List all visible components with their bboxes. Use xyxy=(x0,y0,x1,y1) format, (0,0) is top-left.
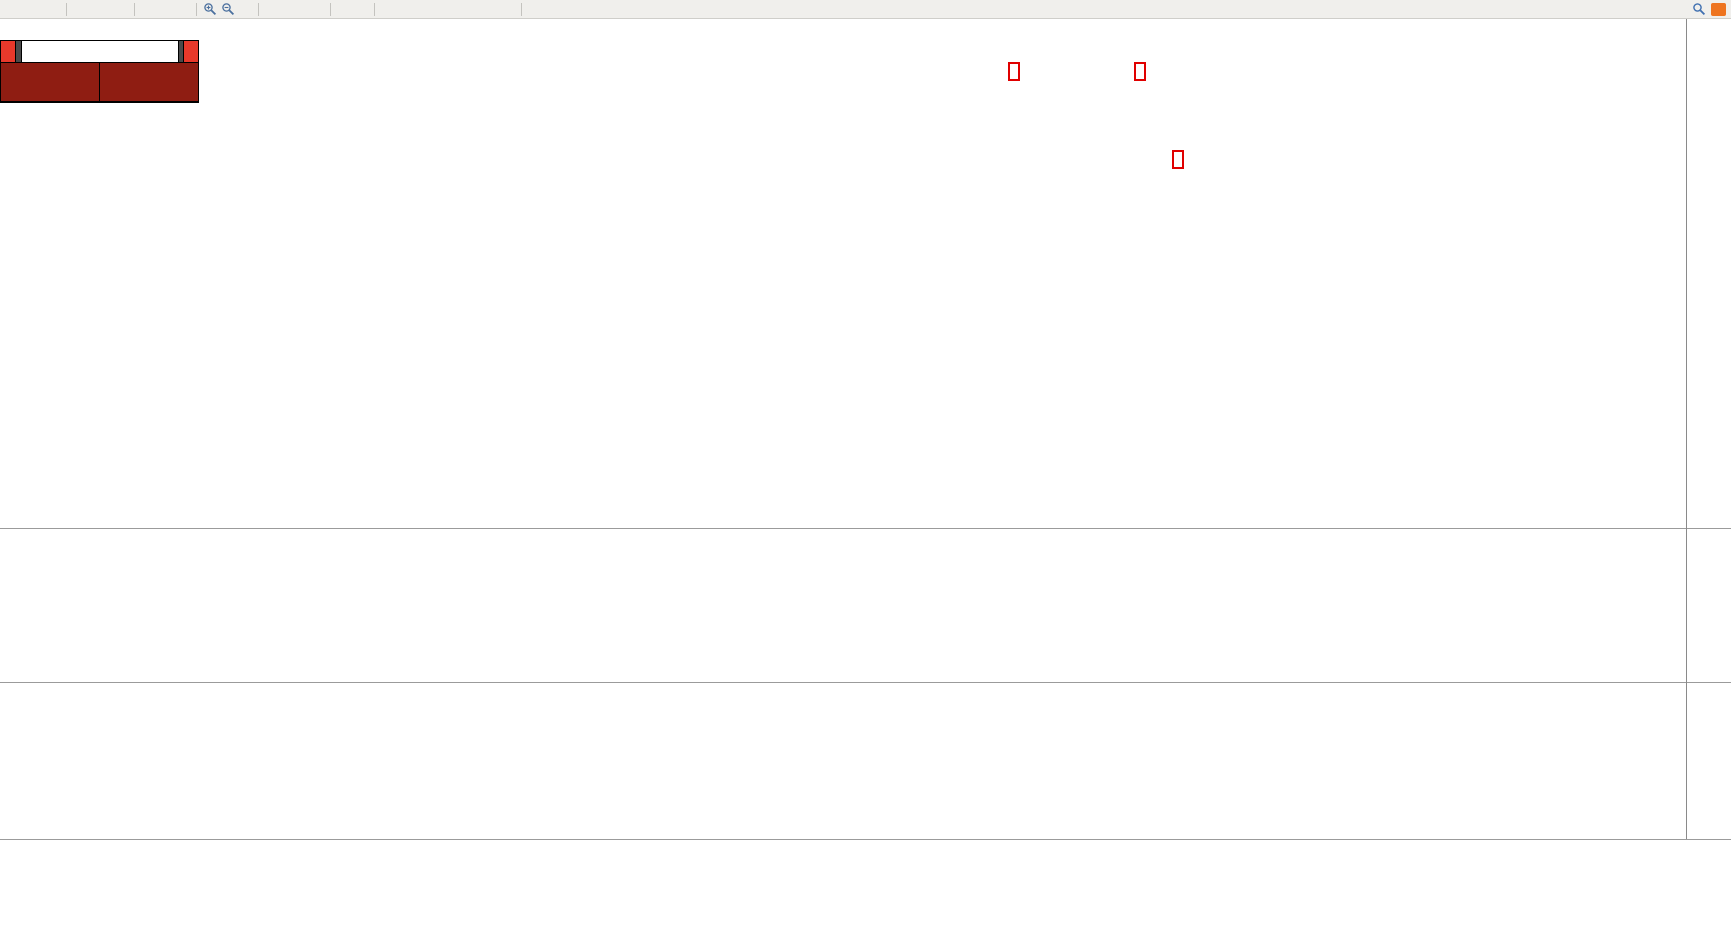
autotrade-button[interactable] xyxy=(107,1,130,17)
zoom-in-icon[interactable] xyxy=(201,1,218,17)
arrow-tool-icon[interactable] xyxy=(491,1,508,17)
trendline-tool-icon[interactable] xyxy=(415,1,432,17)
one-click-trading-panel xyxy=(0,40,199,103)
bid-price[interactable] xyxy=(1,63,99,101)
notification-badge[interactable] xyxy=(1711,2,1726,16)
new-order-button[interactable] xyxy=(39,1,62,17)
panel-splitter[interactable] xyxy=(0,682,1731,683)
panel-splitter[interactable] xyxy=(0,528,1731,529)
periods-button[interactable] xyxy=(295,1,326,17)
add-indicator-icon xyxy=(265,1,282,17)
pivot-low-label[interactable] xyxy=(1172,150,1184,169)
toolbar-separator xyxy=(330,2,331,16)
text-tool-icon[interactable] xyxy=(473,1,490,17)
toolbar-separator xyxy=(374,2,375,16)
rsi-panel-canvas[interactable] xyxy=(0,684,1686,838)
candlestick-chart-icon[interactable] xyxy=(157,1,174,17)
toolbar xyxy=(0,0,1731,19)
rsi-indicator-label xyxy=(4,686,8,696)
toolbar-separator xyxy=(66,2,67,16)
buy-options-caret-icon[interactable] xyxy=(178,41,183,62)
macd-indicator-label xyxy=(4,532,12,542)
sell-button[interactable] xyxy=(1,41,16,62)
horizontal-line-tool-icon[interactable] xyxy=(397,1,414,17)
buy-button[interactable] xyxy=(183,41,198,62)
metaeditor-icon[interactable] xyxy=(71,1,88,17)
fibonacci-tool-icon[interactable] xyxy=(455,1,472,17)
new-order-icon xyxy=(41,1,58,17)
volume-input[interactable] xyxy=(21,41,166,62)
cursor-icon[interactable] xyxy=(335,1,352,17)
price-axis-separator xyxy=(1686,19,1687,839)
search-icon[interactable] xyxy=(1690,1,1707,17)
price-chart-canvas[interactable] xyxy=(0,20,1686,526)
clock-icon xyxy=(297,1,314,17)
zoom-out-icon[interactable] xyxy=(219,1,236,17)
date-axis-separator xyxy=(0,839,1731,840)
autotrade-play-icon xyxy=(109,1,126,17)
tile-windows-icon[interactable] xyxy=(237,1,254,17)
navigator-icon[interactable] xyxy=(21,1,38,17)
toolbar-right-group xyxy=(1690,1,1728,17)
charts-window-icon[interactable] xyxy=(3,1,20,17)
volume-field xyxy=(21,41,178,62)
macd-panel-canvas[interactable] xyxy=(0,530,1686,678)
vertical-line-tool-icon[interactable] xyxy=(379,1,396,17)
service-icon[interactable] xyxy=(89,1,106,17)
toolbar-separator xyxy=(258,2,259,16)
toolbar-separator xyxy=(196,2,197,16)
channel-tool-icon[interactable] xyxy=(433,1,454,17)
crosshair-icon[interactable] xyxy=(353,1,370,17)
bar-chart-icon[interactable] xyxy=(139,1,156,17)
resistance-label-2[interactable] xyxy=(1134,62,1146,81)
resistance-label-1[interactable] xyxy=(1008,62,1020,81)
toolbar-separator xyxy=(521,2,522,16)
indicators-button[interactable] xyxy=(263,1,294,17)
line-chart-icon[interactable] xyxy=(175,1,192,17)
sell-options-caret-icon[interactable] xyxy=(16,41,21,62)
ask-price[interactable] xyxy=(100,63,198,101)
toolbar-separator xyxy=(134,2,135,16)
